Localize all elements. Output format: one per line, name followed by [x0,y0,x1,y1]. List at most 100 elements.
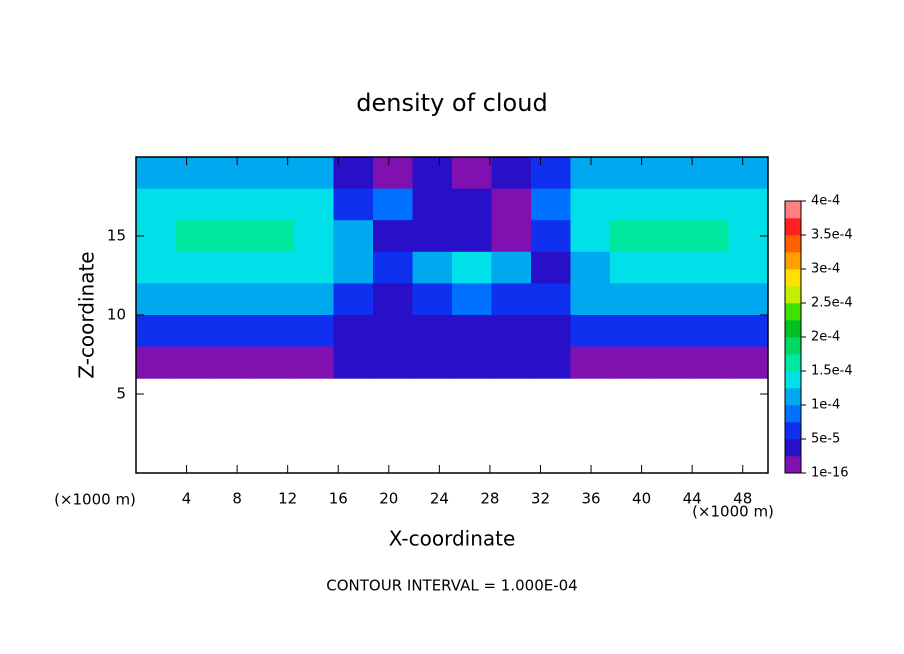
field-cell [452,315,492,348]
colorbar-band [785,320,801,338]
colorbar-band [785,303,801,321]
field-cell [491,346,532,379]
field-cell [610,157,650,190]
field-cell [491,188,532,221]
field-cell [215,188,255,221]
field-cell [215,346,255,379]
field-cell [531,251,571,284]
field-cell [373,315,413,348]
colorbar-band [785,201,801,219]
field-cell [728,283,769,316]
field-cell [531,157,571,190]
field-cell [373,157,413,190]
colorbar-band [785,337,801,355]
colorbar-tick-label: 2e-4 [811,330,840,345]
colorbar-tick-label: 1e-16 [811,466,849,481]
field-cell [254,251,295,284]
field-cell [610,188,650,221]
field-cell [175,188,216,221]
field-cell [649,251,690,284]
field-cell [610,251,650,284]
field-cell [254,188,295,221]
field-cell [689,188,729,221]
x-tick-label: 4 [182,490,192,508]
field-cell [728,315,769,348]
field-cell [649,188,690,221]
field-cell [689,157,729,190]
colorbar-band [785,354,801,372]
colorbar-tick-label: 3e-4 [811,262,840,277]
colorbar-band [785,252,801,270]
field-cell [215,157,255,190]
field-cell [215,283,255,316]
field-cell [136,283,176,316]
field-cell [294,251,334,284]
field-cell [215,315,255,348]
colorbar-band [785,439,801,457]
x-tick-label: 48 [733,490,752,508]
field-cell [570,157,611,190]
x-tick-label: 20 [379,490,398,508]
colorbar-band [785,456,801,474]
colorbar-band [785,422,801,440]
field-cell [491,157,532,190]
field-cell [294,346,334,379]
field-cell [491,220,532,253]
field-cell [136,188,176,221]
field-cell [333,346,374,379]
field-cell [491,283,532,316]
field-cell [175,283,216,316]
contour-note: CONTOUR INTERVAL = 1.000E-04 [326,577,577,595]
field-cell [254,283,295,316]
y-tick-label: 15 [107,227,126,245]
y-tick-label: 5 [116,385,126,403]
field-cell [373,346,413,379]
colorbar-band [785,218,801,236]
colorbar-band [785,269,801,287]
field-cell [215,251,255,284]
field-cell [610,315,650,348]
field-cell [570,220,611,253]
field-cell [728,251,769,284]
colorbar-tick-label: 2.5e-4 [811,296,853,311]
field-cell [689,315,729,348]
x-tick-label: 40 [632,490,651,508]
field-cell [373,220,413,253]
field-cell [452,188,492,221]
field-cell [452,157,492,190]
field-cell [649,283,690,316]
field-cell [649,315,690,348]
x-tick-label: 44 [683,490,702,508]
field-cell [452,220,492,253]
field-cell [689,251,729,284]
field-cell [175,251,216,284]
field-cell [373,188,413,221]
x-tick-label: 32 [531,490,550,508]
field-cell [531,188,571,221]
field-cell [570,188,611,221]
field-cell [491,251,532,284]
field-cell [570,346,611,379]
field-cell [610,283,650,316]
field-cell [531,346,571,379]
field-cell [412,315,453,348]
field-cell [570,283,611,316]
field-cell [373,283,413,316]
field-cell [294,283,334,316]
field-cell [333,188,374,221]
field-cell [294,315,334,348]
field-cell [452,283,492,316]
field-cell [412,188,453,221]
x-tick-label: 24 [430,490,449,508]
field-cell [373,251,413,284]
field-cell [649,346,690,379]
field-cell [570,315,611,348]
field-cell [294,157,334,190]
colorbar-tick-label: 4e-4 [811,194,840,209]
y-tick-label: 10 [107,306,126,324]
field-cell [412,346,453,379]
field-cell [452,251,492,284]
field-cell [728,157,769,190]
x-tick-label: 36 [581,490,600,508]
